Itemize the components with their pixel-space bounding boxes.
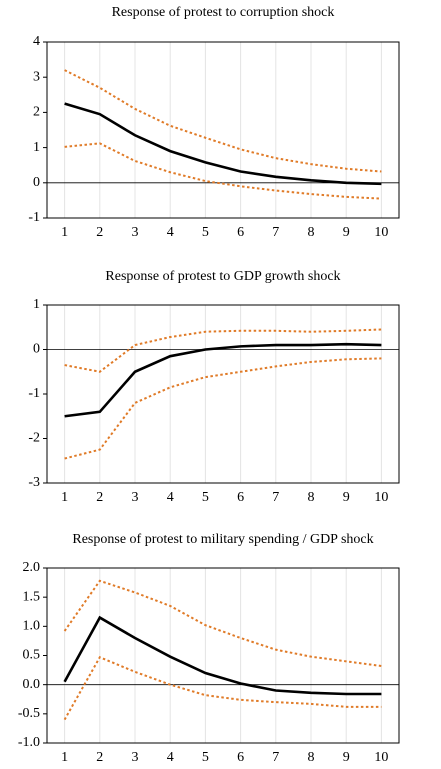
x-tick-label: 5 xyxy=(202,750,209,765)
y-tick-label: -0.5 xyxy=(18,706,40,721)
x-tick-label: 1 xyxy=(61,490,68,505)
x-tick-label: 7 xyxy=(272,490,279,505)
chart-title: Response of protest to GDP growth shock xyxy=(105,269,340,284)
y-tick-label: -1.0 xyxy=(18,735,40,750)
y-tick-label: -1 xyxy=(28,386,40,401)
x-tick-label: 8 xyxy=(308,490,315,505)
y-tick-label: -2 xyxy=(28,431,40,446)
x-tick-label: 6 xyxy=(237,750,244,765)
y-tick-label: 1 xyxy=(33,297,40,312)
x-tick-label: 2 xyxy=(96,490,103,505)
series-line xyxy=(64,328,382,373)
y-tick-label: 1 xyxy=(33,140,40,155)
plot-frame xyxy=(46,304,400,484)
x-tick-label: 8 xyxy=(308,750,315,765)
x-tick-label: 8 xyxy=(308,225,315,240)
x-tick-label: 6 xyxy=(237,490,244,505)
y-tick-label: 2 xyxy=(33,105,40,120)
series-line xyxy=(64,357,382,460)
x-tick-label: 4 xyxy=(167,750,174,765)
x-tick-label: 1 xyxy=(61,225,68,240)
y-tick-label: 2.0 xyxy=(23,560,41,575)
x-tick-label: 10 xyxy=(374,750,388,765)
x-tick-label: 9 xyxy=(343,490,350,505)
y-tick-label: 1.0 xyxy=(23,619,41,634)
x-tick-label: 7 xyxy=(272,750,279,765)
series-line xyxy=(64,142,382,200)
x-tick-label: 9 xyxy=(343,225,350,240)
y-tick-label: 1.5 xyxy=(23,589,41,604)
chart-title: Response of protest to corruption shock xyxy=(112,5,335,20)
series-line xyxy=(63,655,382,721)
x-tick-label: 3 xyxy=(132,750,139,765)
y-tick-label: 0 xyxy=(33,342,40,357)
y-tick-label: 0 xyxy=(33,175,40,190)
y-tick-label: -1 xyxy=(28,210,40,225)
x-tick-label: 6 xyxy=(237,225,244,240)
x-tick-label: 3 xyxy=(132,490,139,505)
y-tick-label: 4 xyxy=(33,34,40,49)
x-tick-label: 7 xyxy=(272,225,279,240)
series-line xyxy=(64,342,382,418)
y-tick-label: -3 xyxy=(28,475,40,490)
x-tick-label: 4 xyxy=(167,225,174,240)
y-tick-label: 3 xyxy=(33,69,40,84)
x-tick-label: 3 xyxy=(132,225,139,240)
x-tick-label: 2 xyxy=(96,750,103,765)
chart-title: Response of protest to military spending… xyxy=(72,532,373,547)
x-tick-label: 10 xyxy=(374,490,388,505)
x-tick-label: 5 xyxy=(202,225,209,240)
series-line xyxy=(64,102,382,186)
plot-frame xyxy=(46,567,400,744)
x-tick-label: 10 xyxy=(374,225,388,240)
y-tick-label: 0.0 xyxy=(23,677,41,692)
x-tick-label: 9 xyxy=(343,750,350,765)
plot-frame xyxy=(46,41,400,219)
x-tick-label: 1 xyxy=(61,750,68,765)
x-tick-label: 5 xyxy=(202,490,209,505)
series-line xyxy=(63,615,382,696)
series-line xyxy=(64,69,382,173)
x-tick-label: 4 xyxy=(167,490,174,505)
x-tick-label: 2 xyxy=(96,225,103,240)
y-tick-label: 0.5 xyxy=(23,648,41,663)
